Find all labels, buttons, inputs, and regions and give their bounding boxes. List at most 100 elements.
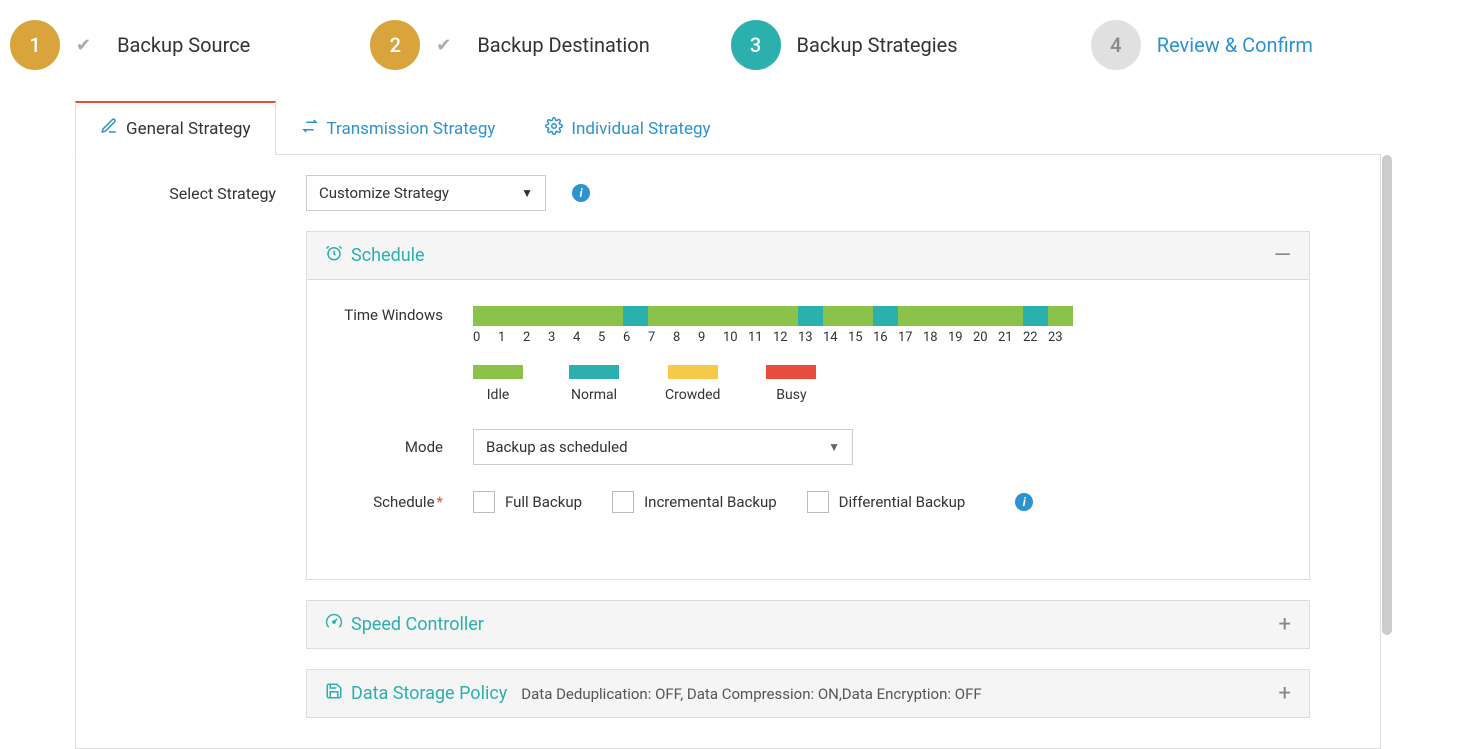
time-cell-2[interactable]	[523, 306, 548, 326]
step-number: 2	[370, 20, 420, 70]
legend-busy: Busy	[766, 365, 816, 403]
time-cell-17[interactable]	[898, 306, 923, 326]
speed-controller-card: Speed Controller +	[306, 600, 1310, 649]
time-windows-legend: Idle Normal Crowded	[473, 365, 1073, 403]
data-storage-card: Data Storage Policy Data Deduplication: …	[306, 669, 1310, 718]
checkbox-full-backup[interactable]	[473, 491, 495, 513]
tab-transmission-strategy[interactable]: Transmission Strategy	[276, 101, 521, 155]
time-cell-7[interactable]	[648, 306, 673, 326]
card-title-text: Data Storage Policy	[351, 683, 507, 704]
schedule-label: Schedule*	[333, 493, 473, 511]
mode-dropdown[interactable]: Backup as scheduled	[473, 429, 853, 465]
time-windows-hours: 01234567891011121314151617181920212223	[473, 330, 1073, 345]
legend-label: Crowded	[665, 387, 720, 403]
time-cell-11[interactable]	[748, 306, 773, 326]
card-title-text: Speed Controller	[351, 614, 484, 635]
time-cell-19[interactable]	[948, 306, 973, 326]
time-hour-label: 10	[723, 330, 748, 345]
time-hour-label: 11	[748, 330, 773, 345]
legend-label: Busy	[776, 387, 806, 403]
time-hour-label: 3	[548, 330, 573, 345]
time-hour-label: 18	[923, 330, 948, 345]
tab-label: General Strategy	[126, 119, 251, 139]
wizard-step-1[interactable]: 1 ✔ Backup Source	[10, 20, 370, 70]
tab-individual-strategy[interactable]: Individual Strategy	[520, 101, 735, 155]
select-strategy-dropdown[interactable]: Customize Strategy	[306, 175, 546, 211]
time-hour-label: 12	[773, 330, 798, 345]
wizard-step-4[interactable]: 4 Review & Confirm	[1091, 20, 1451, 70]
schedule-card: Schedule — Time Windows 0123456789101112…	[306, 231, 1310, 580]
time-cell-8[interactable]	[673, 306, 698, 326]
time-cell-21[interactable]	[998, 306, 1023, 326]
time-cell-5[interactable]	[598, 306, 623, 326]
time-hour-label: 21	[998, 330, 1023, 345]
data-storage-header[interactable]: Data Storage Policy Data Deduplication: …	[307, 670, 1309, 717]
time-cell-3[interactable]	[548, 306, 573, 326]
time-windows-bar[interactable]	[473, 306, 1073, 326]
checkbox-label: Full Backup	[505, 493, 582, 511]
transfer-icon	[301, 117, 319, 140]
time-cell-13[interactable]	[798, 306, 823, 326]
gauge-icon	[325, 613, 343, 636]
save-icon	[325, 682, 343, 705]
step-label: Backup Destination	[477, 33, 649, 57]
schedule-card-header[interactable]: Schedule —	[307, 232, 1309, 280]
strategy-panel: Select Strategy Customize Strategy i Sch…	[75, 155, 1381, 749]
info-icon[interactable]: i	[572, 184, 590, 202]
time-hour-label: 9	[698, 330, 723, 345]
time-hour-label: 15	[848, 330, 873, 345]
checkbox-differential-backup[interactable]	[807, 491, 829, 513]
select-strategy-row: Select Strategy Customize Strategy i	[96, 175, 1350, 211]
speed-controller-header[interactable]: Speed Controller +	[307, 601, 1309, 648]
legend-swatch-crowded	[668, 365, 718, 379]
expand-icon: +	[1279, 683, 1291, 705]
time-hour-label: 23	[1048, 330, 1073, 345]
time-hour-label: 8	[673, 330, 698, 345]
wizard-steps: 1 ✔ Backup Source 2 ✔ Backup Destination…	[0, 0, 1461, 100]
tab-label: Individual Strategy	[571, 119, 710, 139]
time-cell-0[interactable]	[473, 306, 498, 326]
time-cell-22[interactable]	[1023, 306, 1048, 326]
scrollbar[interactable]	[1382, 155, 1392, 635]
mode-label: Mode	[333, 438, 473, 456]
clock-icon	[325, 244, 343, 267]
expand-icon: +	[1279, 614, 1291, 636]
time-cell-23[interactable]	[1048, 306, 1073, 326]
time-cell-1[interactable]	[498, 306, 523, 326]
time-cell-4[interactable]	[573, 306, 598, 326]
card-title-text: Schedule	[351, 245, 425, 266]
time-hour-label: 4	[573, 330, 598, 345]
legend-label: Idle	[487, 387, 510, 403]
checkbox-label: Incremental Backup	[644, 493, 777, 511]
time-cell-15[interactable]	[848, 306, 873, 326]
time-cell-18[interactable]	[923, 306, 948, 326]
time-hour-label: 5	[598, 330, 623, 345]
time-hour-label: 14	[823, 330, 848, 345]
edit-icon	[100, 117, 118, 140]
checkbox-incremental-backup[interactable]	[612, 491, 634, 513]
time-hour-label: 0	[473, 330, 498, 345]
time-cell-6[interactable]	[623, 306, 648, 326]
step-number: 1	[10, 20, 60, 70]
time-hour-label: 20	[973, 330, 998, 345]
tab-general-strategy[interactable]: General Strategy	[75, 101, 276, 155]
time-cell-10[interactable]	[723, 306, 748, 326]
wizard-step-2[interactable]: 2 ✔ Backup Destination	[370, 20, 730, 70]
select-strategy-label: Select Strategy	[96, 184, 306, 203]
step-label: Review & Confirm	[1157, 33, 1313, 57]
check-icon: ✔	[76, 35, 91, 56]
time-cell-14[interactable]	[823, 306, 848, 326]
time-cell-9[interactable]	[698, 306, 723, 326]
time-cell-20[interactable]	[973, 306, 998, 326]
time-windows-label: Time Windows	[333, 306, 473, 324]
step-label: Backup Source	[117, 33, 250, 57]
time-cell-12[interactable]	[773, 306, 798, 326]
legend-label: Normal	[571, 387, 617, 403]
strategy-tabs: General Strategy Transmission Strategy I…	[75, 100, 1381, 155]
info-icon[interactable]: i	[1015, 493, 1033, 511]
wizard-step-3[interactable]: 3 Backup Strategies	[731, 20, 1091, 70]
collapse-icon: —	[1274, 245, 1291, 267]
time-cell-16[interactable]	[873, 306, 898, 326]
check-icon: ✔	[436, 35, 451, 56]
step-number: 4	[1091, 20, 1141, 70]
